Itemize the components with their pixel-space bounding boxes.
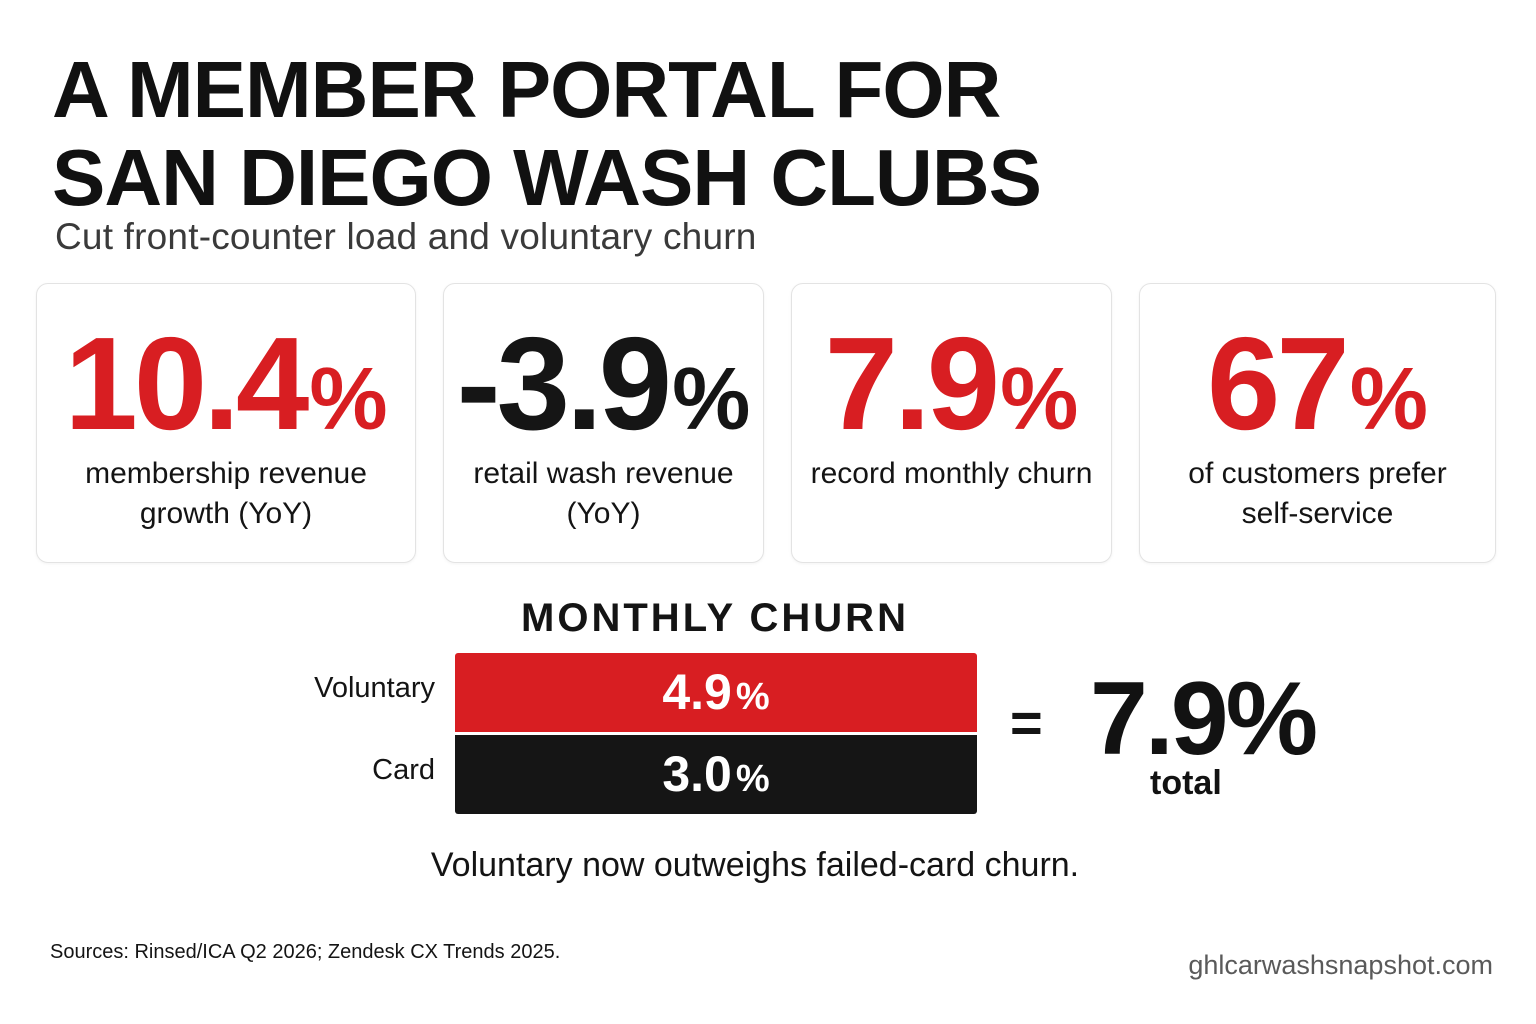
card-bar: 3.0%: [455, 735, 977, 814]
sources-note: Sources: Rinsed/ICA Q2 2026; Zendesk CX …: [50, 941, 561, 963]
stat-value: 10.4%: [64, 310, 388, 457]
monthly-churn-title: MONTHLY CHURN: [521, 596, 909, 640]
stat-label: of customers prefer self-service: [1188, 457, 1447, 530]
equals-sign: =: [1010, 691, 1043, 754]
stat-card-retail-revenue: -3.9% retail wash revenue (YoY): [443, 283, 764, 563]
title-line-1: A MEMBER PORTAL FOR: [52, 45, 1001, 134]
stat-card-record-churn: 7.9% record monthly churn: [791, 283, 1112, 563]
stat-label: record monthly churn: [810, 457, 1093, 490]
site-url: ghlcarwashsnapshot.com: [1188, 950, 1493, 980]
stat-cards: 10.4% membership revenue growth (YoY) -3.…: [36, 283, 1496, 563]
total-churn-label: total: [1150, 764, 1222, 802]
stat-value: 67%: [1206, 310, 1429, 457]
card-label: Card: [372, 754, 435, 786]
voluntary-label: Voluntary: [314, 672, 435, 704]
stat-label: membership revenue growth (YoY): [85, 457, 367, 530]
stat-label: retail wash revenue (YoY): [473, 457, 734, 530]
title-line-2: SAN DIEGO WASH CLUBS: [52, 133, 1042, 222]
stat-value: 7.9%: [824, 310, 1079, 457]
total-churn-value: 7.9%: [1090, 661, 1318, 777]
page-title: A MEMBER PORTAL FOR SAN DIEGO WASH CLUBS: [52, 45, 1042, 222]
subtitle: Cut front-counter load and voluntary chu…: [55, 216, 757, 257]
stat-value: -3.9%: [456, 310, 751, 457]
stat-card-self-service: 67% of customers prefer self-service: [1139, 283, 1496, 563]
voluntary-bar: 4.9%: [455, 653, 977, 732]
stat-card-membership-growth: 10.4% membership revenue growth (YoY): [36, 283, 416, 563]
takeaway-text: Voluntary now outweighs failed-card chur…: [430, 846, 1080, 884]
